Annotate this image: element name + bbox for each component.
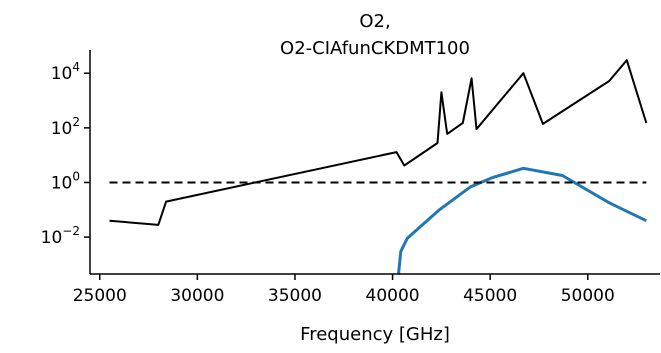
y-tick-label: 10−2: [41, 224, 80, 248]
chart-title: O2, O2-CIAfunCKDMT100: [280, 11, 470, 59]
y-tick-label: 104: [51, 60, 80, 84]
axes: 25000 30000 35000 40000 45000 50000 10−2 100 102…: [41, 50, 660, 306]
x-axis-label: Frequency [GHz]: [300, 324, 450, 345]
x-tick-label: 25000: [73, 286, 127, 306]
series-line-2: [397, 166, 647, 274]
x-tick-label: 30000: [170, 286, 224, 306]
x-tick-label: 35000: [268, 286, 322, 306]
x-tick-label: 40000: [366, 286, 420, 306]
x-tick-label: 50000: [561, 286, 615, 306]
x-tick-label: 45000: [463, 286, 517, 306]
chart-title-line-1: O2,: [359, 11, 390, 32]
plot-area: [109, 59, 648, 274]
series-line-1: [109, 59, 648, 226]
y-tick-label: 102: [51, 115, 80, 139]
chart-title-line-2: O2-CIAfunCKDMT100: [280, 38, 470, 59]
y-tick-label: 100: [51, 169, 80, 193]
